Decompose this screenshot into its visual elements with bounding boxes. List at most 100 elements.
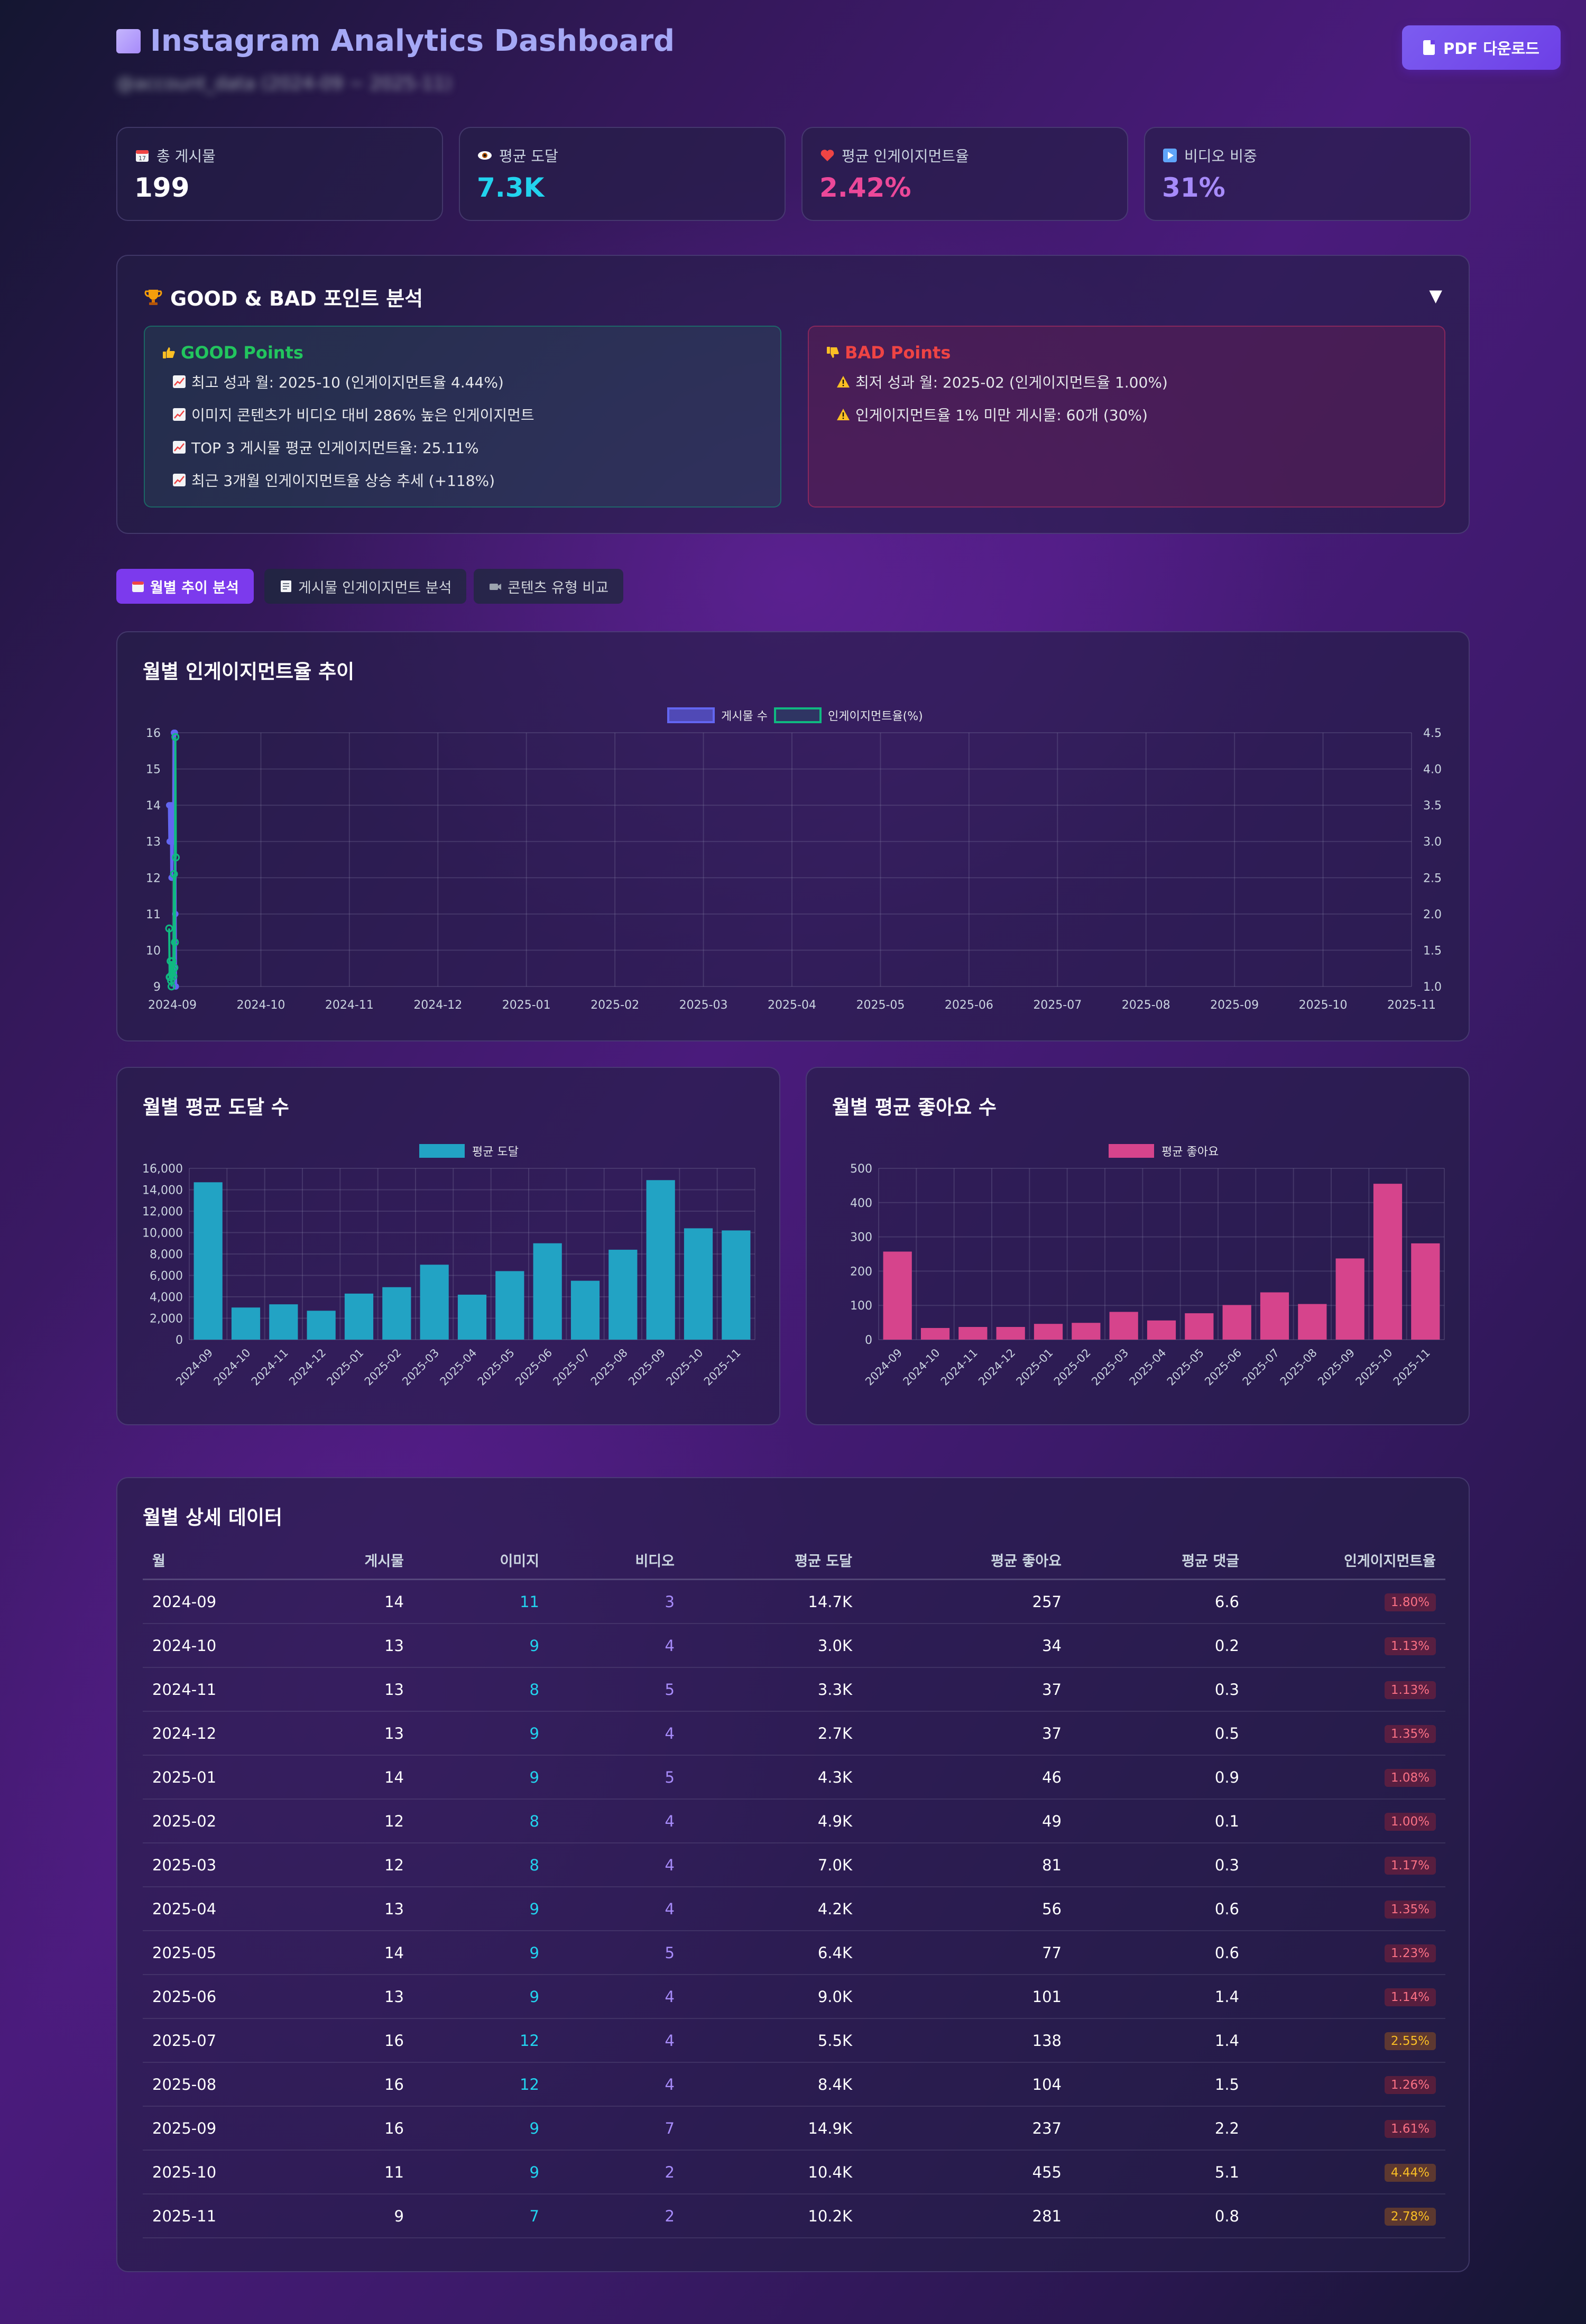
column-header[interactable]: 평균 댓글 [1071,1541,1249,1580]
table-cell: 9 [413,1755,549,1800]
y-tick-label-right: 3.0 [1423,836,1442,849]
x-tick-label: 2025-05 [1165,1347,1206,1388]
table-cell: 9 [413,2106,549,2151]
x-tick-label: 2025-07 [1033,999,1082,1012]
table-cell: 0.6 [1071,1931,1249,1975]
tab-post-engagement[interactable]: 게시물 인게이지먼트 분석 [264,569,467,604]
good-point-item: TOP 3 게시물 평균 인게이지먼트율: 25.11% [172,437,763,458]
x-tick-label: 2025-11 [1387,999,1436,1012]
table-cell: 10.2K [684,2194,862,2238]
data-point [171,938,179,946]
monthly-detail-table: 월 게시물 이미지 비디오 평균 도달 평균 좋아요 평균 댓글 인게이지먼트율… [143,1541,1445,2238]
bar [570,1280,600,1340]
y-tick-label-left: 14 [146,799,161,813]
table-cell: 4 [549,1843,684,1887]
table-cell: 2.55% [1249,2018,1445,2063]
table-cell: 2025-09 [143,2106,278,2151]
tab-monthly-trend[interactable]: 월별 추이 분석 [116,569,254,604]
table-cell: 0.8 [1071,2194,1249,2238]
table-cell: 5 [549,1931,684,1975]
data-point [169,972,178,981]
table-cell: 13 [278,1975,413,2019]
table-cell: 13 [278,1711,413,1756]
table-cell: 3.3K [684,1667,862,1712]
table-cell: 5.5K [684,2018,862,2063]
collapse-toggle-icon[interactable]: ▼ [1429,285,1442,306]
table-title: 월별 상세 데이터 [143,1506,283,1529]
table-cell: 9 [413,1711,549,1756]
engagement-rate-badge: 4.44% [1384,2164,1436,2182]
column-header[interactable]: 평균 도달 [684,1541,862,1580]
table-cell: 2024-12 [143,1711,278,1756]
x-tick-label: 2025-05 [475,1347,517,1388]
table-row: 2025-02 12 8 4 4.9K 49 0.1 1.00% [143,1799,1445,1843]
heart-icon [820,150,834,161]
table-cell: 11 [278,2150,413,2194]
column-header[interactable]: 게시물 [278,1541,413,1580]
y-tick-label-left: 16 [146,727,161,740]
bar [1335,1258,1364,1340]
thumbs-down-icon [827,347,839,358]
column-header[interactable]: 평균 좋아요 [862,1541,1071,1580]
table-cell: 1.61% [1249,2106,1445,2151]
x-tick-label: 2025-02 [362,1347,404,1388]
table-cell: 9 [413,1931,549,1975]
table-cell: 16 [278,2062,413,2107]
table-cell: 9 [413,2150,549,2194]
y-tick-label: 500 [850,1163,872,1176]
y-tick-label-right: 4.0 [1423,763,1442,777]
stat-value: 199 [134,172,190,203]
bar [1109,1312,1138,1340]
tab-content-type-compare[interactable]: 콘텐츠 유형 비교 [474,569,624,604]
x-tick-label: 2025-10 [664,1347,706,1388]
bar [1185,1313,1214,1340]
table-cell: 37 [862,1711,1071,1756]
table-row: 2025-06 13 9 4 9.0K 101 1.4 1.14% [143,1975,1445,2019]
table-cell: 81 [862,1843,1071,1887]
likes-chart-panel: 월별 평균 좋아요 수 0 100 200 300 400 500 2024-09 2024-… [806,1067,1470,1425]
table-cell: 2025-04 [143,1887,278,1931]
y-tick-label-right: 4.5 [1423,727,1442,740]
column-header[interactable]: 비디오 [549,1541,684,1580]
column-header[interactable]: 인게이지먼트율 [1249,1541,1445,1580]
bar [231,1307,261,1340]
table-cell: 14.9K [684,2106,862,2151]
x-tick-label: 2025-11 [1391,1347,1433,1388]
table-cell: 2024-09 [143,1579,278,1624]
bar [684,1228,713,1340]
y-tick-label-right: 1.0 [1423,981,1442,994]
column-header[interactable]: 이미지 [413,1541,549,1580]
table-cell: 6.6 [1071,1579,1249,1624]
table-cell: 2.7K [684,1711,862,1756]
table-cell: 3 [549,1579,684,1624]
document-icon [1423,40,1435,55]
table-cell: 0.3 [1071,1667,1249,1712]
engagement-rate-badge: 1.23% [1384,1944,1436,1962]
good-point-item: 최근 3개월 인게이지먼트율 상승 추세 (+118%) [172,469,763,491]
y-tick-label: 300 [850,1231,872,1244]
table-cell: 9 [413,1887,549,1931]
table-cell: 4.3K [684,1755,862,1800]
x-tick-label: 2025-11 [702,1347,743,1388]
pdf-download-button[interactable]: PDF 다운로드 [1402,25,1561,70]
y-tick-label: 8,000 [150,1248,183,1261]
table-cell: 56 [862,1887,1071,1931]
bar [608,1249,638,1340]
x-tick-label: 2025-08 [1122,999,1170,1012]
column-header[interactable]: 월 [143,1541,278,1580]
table-cell: 8 [413,1799,549,1843]
table-cell: 2025-11 [143,2194,278,2238]
y-tick-label: 10,000 [142,1227,183,1240]
table-cell: 281 [862,2194,1071,2238]
engagement-rate-badge: 1.26% [1384,2076,1436,2094]
x-tick-label: 2025-02 [1052,1347,1093,1388]
table-cell: 77 [862,1931,1071,1975]
trophy-icon [144,289,162,305]
engagement-rate-badge: 2.55% [1384,2032,1436,2050]
table-cell: 2.2 [1071,2106,1249,2151]
bar [1260,1292,1289,1340]
table-cell: 5 [549,1755,684,1800]
memo-icon [281,580,291,592]
x-tick-label: 2025-02 [591,999,639,1012]
table-cell: 1.13% [1249,1667,1445,1712]
